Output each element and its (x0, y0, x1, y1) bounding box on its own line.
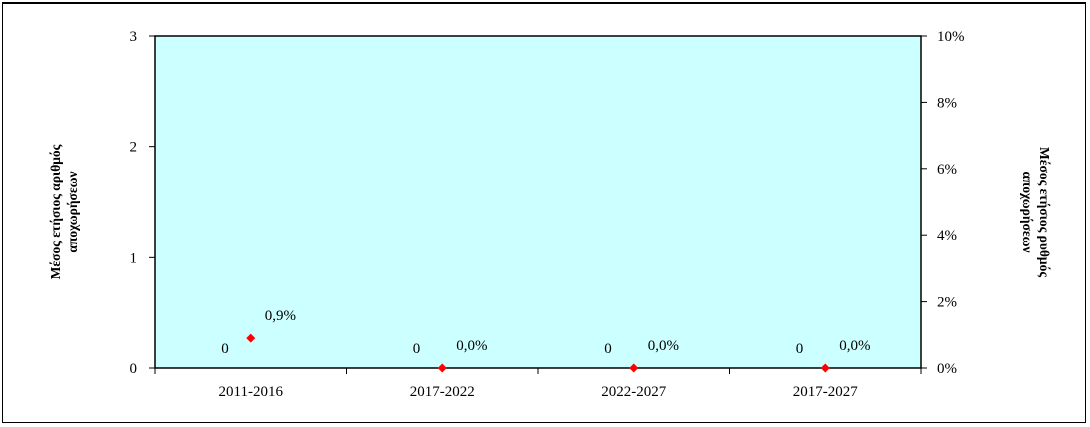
right-axis-title: Μέσος ετήσιος ρυθμόςαποχωρήσεων (1020, 147, 1052, 277)
bar-data-label: 0 (604, 341, 612, 357)
chart-marks: 0 0,9% 0 0,0% 0 0,0% 0 0,0% (221, 308, 871, 373)
plot-area (154, 35, 922, 369)
right-tick-label: 4% (937, 228, 957, 244)
rate-data-label: 0,0% (839, 338, 870, 354)
x-category-label: 2017-2027 (793, 384, 858, 400)
left-tick-label: 0 (130, 361, 138, 377)
rate-data-label: 0,0% (456, 338, 487, 354)
right-tick-label: 2% (937, 295, 957, 311)
left-tick-label: 3 (130, 29, 138, 45)
left-axis-title: Μέσος ετήσιος αριθμός αποχωρήσεων (48, 144, 80, 279)
rate-marker (437, 363, 447, 373)
x-category-label: 2017-2022 (410, 384, 475, 400)
bar-data-label: 0 (796, 341, 804, 357)
rate-data-label: 0,0% (648, 338, 679, 354)
x-category-label: 2011-2016 (219, 384, 284, 400)
left-tick-label: 1 (130, 250, 138, 266)
right-tick-label: 0% (937, 361, 957, 377)
rate-marker (629, 363, 639, 373)
x-axis: 2011-2016 2017-2022 2022-2027 2017-2027 (154, 368, 922, 400)
rate-marker (246, 333, 256, 343)
left-tick-label: 2 (130, 140, 138, 156)
right-axis: 0% 2% 4% 6% 8% 10% (921, 29, 965, 377)
right-tick-label: 8% (937, 95, 957, 111)
x-category-label: 2022-2027 (601, 384, 666, 400)
bar-data-label: 0 (221, 341, 229, 357)
rate-data-label: 0,9% (265, 308, 296, 324)
left-axis: 0 1 2 3 (130, 29, 155, 377)
right-tick-label: 10% (937, 29, 965, 45)
bar-data-label: 0 (413, 341, 421, 357)
rate-marker (820, 363, 830, 373)
right-tick-label: 6% (937, 162, 957, 178)
